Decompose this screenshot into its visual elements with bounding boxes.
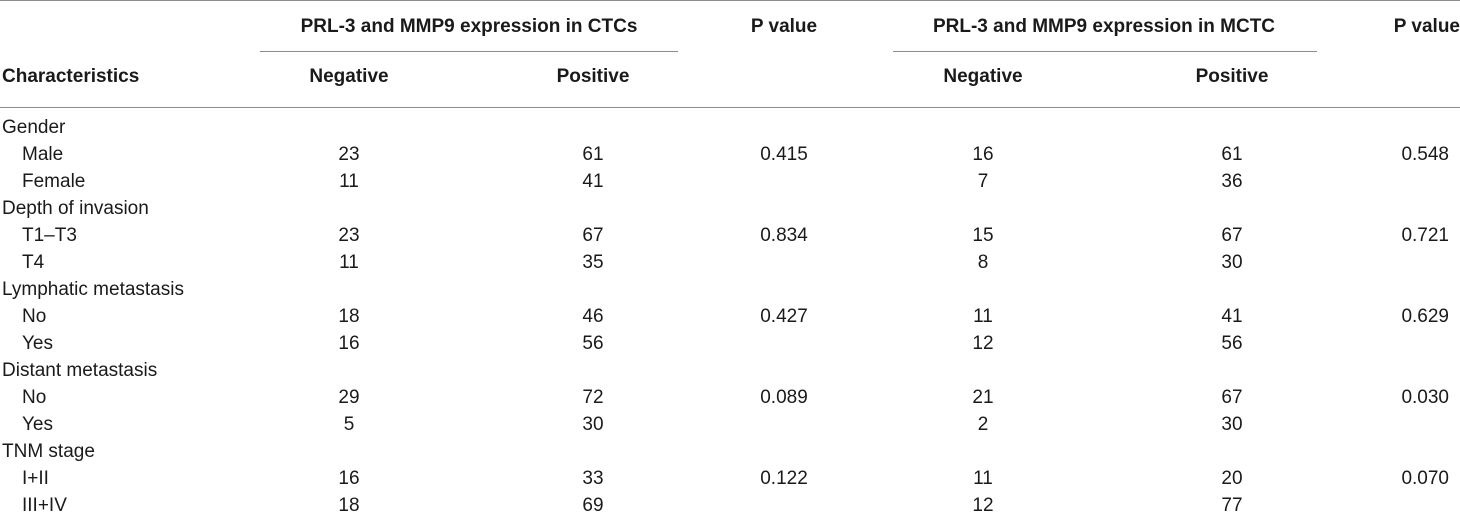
mctc-negative-cell: 15 [972, 225, 994, 246]
mctc-negative-cell: 12 [972, 495, 994, 516]
ctcs-negative-cell: 23 [338, 225, 360, 246]
ctcs-p-value-cell: 0.834 [760, 225, 808, 246]
ctcs-negative-cell: 11 [339, 171, 359, 192]
row-label: No [22, 387, 47, 408]
mctc-group-underline [893, 51, 1317, 52]
row-label: Yes [22, 333, 53, 354]
table-row: T4 11 35 8 30 [0, 252, 1460, 279]
characteristics-header: Characteristics [2, 66, 140, 87]
ctcs-p-value-cell: 0.415 [760, 144, 808, 165]
ctcs-p-value-cell: 0.427 [760, 306, 808, 327]
top-rule [0, 0, 1460, 1]
p-value-header-1: P value [750, 16, 818, 37]
mctc-negative-cell: 7 [977, 171, 989, 192]
ctcs-positive-cell: 72 [582, 387, 604, 408]
table-row: Yes 5 30 2 30 [0, 414, 1460, 441]
ctcs-positive-cell: 69 [582, 495, 604, 516]
ctcs-positive-cell: 35 [582, 252, 604, 273]
mctc-negative-cell: 2 [977, 414, 989, 435]
mctc-positive-cell: 20 [1221, 468, 1243, 489]
category-row: Distant metastasis [0, 360, 1460, 387]
table-row: I+II 16 33 0.122 11 20 0.070 [0, 468, 1460, 495]
ctcs-negative-cell: 16 [338, 468, 360, 489]
mctc-positive-cell: 56 [1221, 333, 1243, 354]
row-label: Lymphatic metastasis [2, 279, 184, 300]
category-row: Depth of invasion [0, 198, 1460, 225]
category-row: Gender [0, 117, 1460, 144]
mctc-p-value-cell: 0.629 [1401, 306, 1449, 327]
table-row: III+IV 18 69 12 77 [0, 495, 1460, 522]
ctcs-negative-cell: 11 [339, 252, 359, 273]
ctcs-negative-cell: 5 [343, 414, 355, 435]
ctcs-group-header: PRL-3 and MMP9 expression in CTCs [300, 16, 638, 37]
mctc-p-value-cell: 0.070 [1401, 468, 1449, 489]
mctc-negative-cell: 21 [972, 387, 994, 408]
table-row: Male 23 61 0.415 16 61 0.548 [0, 144, 1460, 171]
positive-header-1: Positive [556, 66, 630, 87]
mctc-positive-cell: 41 [1221, 306, 1243, 327]
ctcs-negative-cell: 18 [338, 495, 360, 516]
category-row: Lymphatic metastasis [0, 279, 1460, 306]
row-label: Gender [2, 117, 66, 138]
table-row: T1–T3 23 67 0.834 15 67 0.721 [0, 225, 1460, 252]
mctc-negative-cell: 8 [977, 252, 989, 273]
negative-header-1: Negative [309, 66, 389, 87]
ctcs-positive-cell: 46 [582, 306, 604, 327]
positive-header-2: Positive [1195, 66, 1269, 87]
mctc-negative-cell: 11 [973, 468, 993, 489]
row-label: Depth of invasion [2, 198, 149, 219]
mctc-p-value-cell: 0.721 [1401, 225, 1449, 246]
mctc-p-value-cell: 0.548 [1401, 144, 1449, 165]
ctcs-positive-cell: 67 [582, 225, 604, 246]
row-label: TNM stage [2, 441, 95, 462]
ctcs-positive-cell: 61 [582, 144, 604, 165]
ctcs-p-value-cell: 0.122 [760, 468, 808, 489]
mctc-positive-cell: 67 [1221, 225, 1243, 246]
table-row: Female 11 41 7 36 [0, 171, 1460, 198]
row-label: Male [22, 144, 64, 165]
table-row: No 29 72 0.089 21 67 0.030 [0, 387, 1460, 414]
row-label: Female [22, 171, 86, 192]
row-label: Yes [22, 414, 53, 435]
mctc-negative-cell: 16 [972, 144, 994, 165]
mctc-positive-cell: 77 [1221, 495, 1243, 516]
negative-header-2: Negative [943, 66, 1023, 87]
ctcs-p-value-cell: 0.089 [760, 387, 808, 408]
row-label: III+IV [22, 495, 67, 516]
ctcs-positive-cell: 30 [582, 414, 604, 435]
mctc-group-header: PRL-3 and MMP9 expression in MCTC [932, 16, 1276, 37]
table-row: Yes 16 56 12 56 [0, 333, 1460, 360]
ctcs-negative-cell: 23 [338, 144, 360, 165]
table-row: No 18 46 0.427 11 41 0.629 [0, 306, 1460, 333]
row-label: I+II [22, 468, 49, 489]
p-value-header-2: P value [1393, 16, 1460, 37]
ctcs-positive-cell: 56 [582, 333, 604, 354]
ctcs-negative-cell: 16 [338, 333, 360, 354]
row-label: T4 [22, 252, 45, 273]
ctcs-positive-cell: 41 [582, 171, 604, 192]
ctcs-negative-cell: 18 [338, 306, 360, 327]
mctc-positive-cell: 30 [1221, 414, 1243, 435]
header-bottom-rule [0, 107, 1460, 108]
ctcs-negative-cell: 29 [338, 387, 360, 408]
row-label: T1–T3 [22, 225, 77, 246]
mctc-positive-cell: 61 [1221, 144, 1243, 165]
mctc-positive-cell: 36 [1221, 171, 1243, 192]
mctc-negative-cell: 11 [973, 306, 993, 327]
ctcs-positive-cell: 33 [582, 468, 604, 489]
mctc-positive-cell: 30 [1221, 252, 1243, 273]
mctc-negative-cell: 12 [972, 333, 994, 354]
mctc-positive-cell: 67 [1221, 387, 1243, 408]
category-row: TNM stage [0, 441, 1460, 468]
mctc-p-value-cell: 0.030 [1401, 387, 1449, 408]
row-label: Distant metastasis [2, 360, 158, 381]
row-label: No [22, 306, 47, 327]
ctcs-group-underline [260, 51, 678, 52]
